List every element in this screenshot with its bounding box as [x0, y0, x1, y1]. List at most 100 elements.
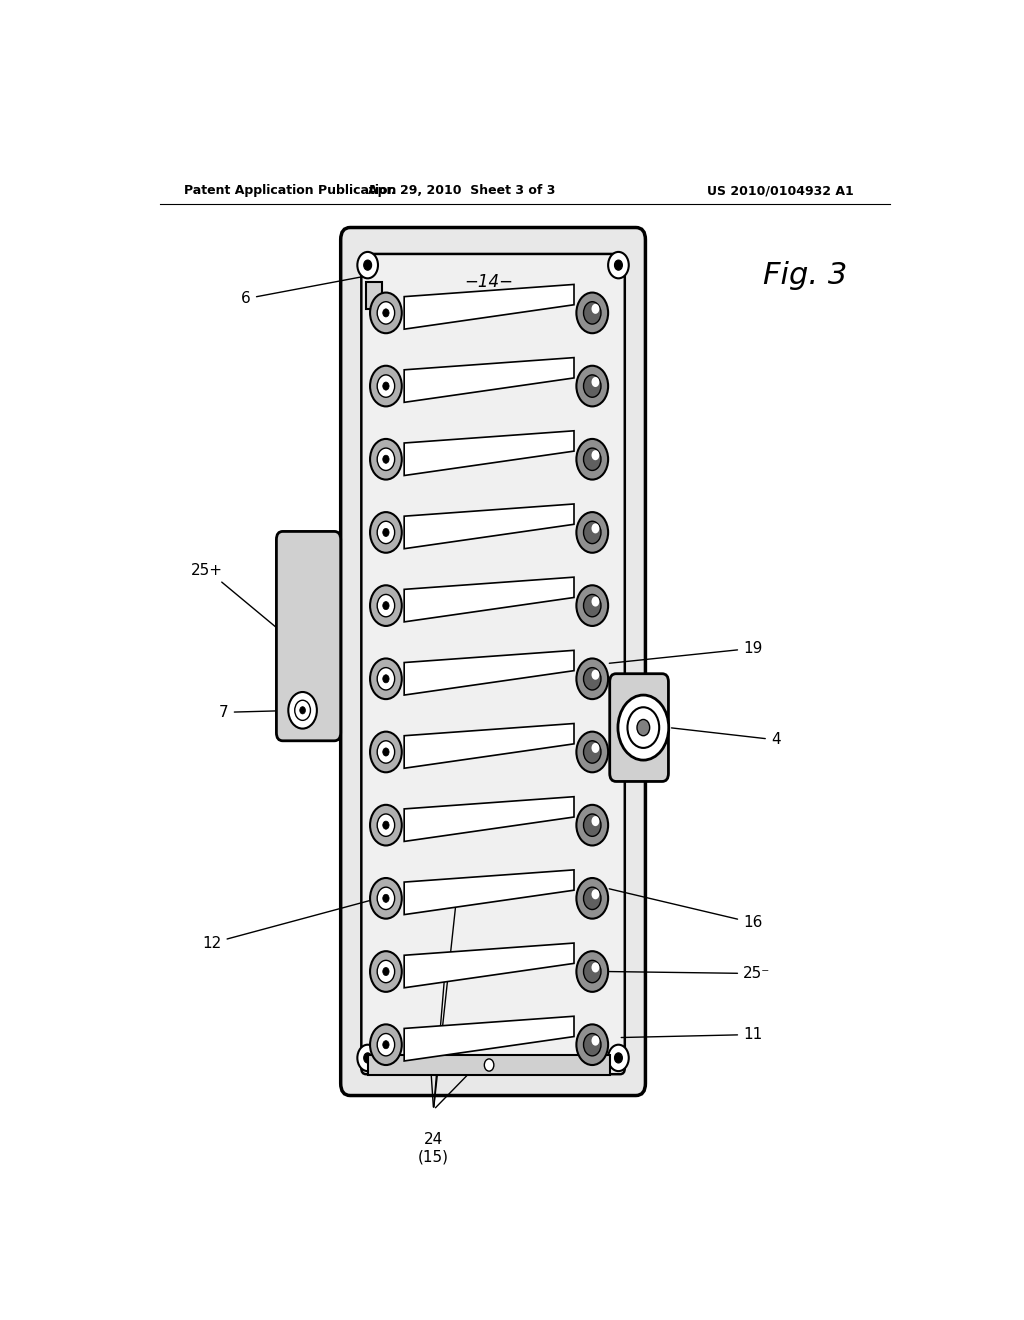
- Circle shape: [608, 1044, 629, 1071]
- Circle shape: [584, 887, 601, 909]
- Polygon shape: [404, 358, 574, 403]
- Circle shape: [383, 821, 389, 829]
- Circle shape: [364, 1053, 372, 1063]
- FancyBboxPatch shape: [341, 227, 645, 1096]
- Circle shape: [592, 304, 599, 314]
- Polygon shape: [367, 282, 382, 309]
- Text: 7: 7: [219, 705, 296, 719]
- Circle shape: [592, 962, 599, 973]
- Polygon shape: [404, 797, 574, 841]
- Polygon shape: [404, 430, 574, 475]
- Circle shape: [383, 381, 389, 391]
- Text: −14−: −14−: [465, 273, 514, 292]
- Circle shape: [370, 440, 401, 479]
- Circle shape: [383, 894, 389, 903]
- Polygon shape: [404, 651, 574, 696]
- Circle shape: [592, 890, 599, 899]
- Circle shape: [383, 675, 389, 682]
- Circle shape: [370, 1024, 401, 1065]
- Circle shape: [577, 366, 608, 407]
- Circle shape: [577, 805, 608, 846]
- Circle shape: [377, 961, 394, 982]
- Circle shape: [614, 260, 623, 271]
- Circle shape: [584, 375, 601, 397]
- Circle shape: [584, 447, 601, 470]
- Circle shape: [370, 805, 401, 846]
- Circle shape: [628, 708, 659, 748]
- Circle shape: [383, 1040, 389, 1049]
- Polygon shape: [404, 942, 574, 987]
- Text: 24
(15): 24 (15): [418, 1133, 450, 1164]
- Circle shape: [617, 696, 669, 760]
- Circle shape: [370, 585, 401, 626]
- Circle shape: [584, 741, 601, 763]
- Text: 25⁻: 25⁻: [609, 966, 770, 981]
- Polygon shape: [404, 870, 574, 915]
- Circle shape: [377, 447, 394, 470]
- Circle shape: [577, 1024, 608, 1065]
- Text: 11: 11: [622, 1027, 762, 1041]
- Circle shape: [592, 378, 599, 387]
- Circle shape: [577, 659, 608, 700]
- Circle shape: [300, 706, 305, 714]
- Circle shape: [584, 302, 601, 325]
- Circle shape: [577, 440, 608, 479]
- Circle shape: [370, 293, 401, 333]
- Circle shape: [357, 252, 378, 279]
- Circle shape: [592, 523, 599, 533]
- Circle shape: [577, 952, 608, 991]
- Circle shape: [377, 594, 394, 616]
- Circle shape: [295, 700, 310, 721]
- Circle shape: [577, 585, 608, 626]
- Circle shape: [592, 669, 599, 680]
- Circle shape: [377, 668, 394, 690]
- Text: 25+: 25+: [191, 562, 285, 635]
- Circle shape: [370, 659, 401, 700]
- Circle shape: [370, 878, 401, 919]
- Circle shape: [289, 692, 316, 729]
- Polygon shape: [369, 1055, 609, 1076]
- Text: Patent Application Publication: Patent Application Publication: [183, 185, 396, 198]
- Circle shape: [370, 952, 401, 991]
- Circle shape: [377, 302, 394, 325]
- Circle shape: [614, 1053, 623, 1063]
- Circle shape: [377, 741, 394, 763]
- Circle shape: [592, 450, 599, 461]
- Circle shape: [370, 512, 401, 553]
- Circle shape: [577, 293, 608, 333]
- Circle shape: [377, 887, 394, 909]
- Text: 6: 6: [242, 276, 368, 306]
- Circle shape: [383, 455, 389, 463]
- Circle shape: [584, 594, 601, 616]
- Circle shape: [383, 748, 389, 756]
- Circle shape: [484, 1059, 494, 1071]
- Circle shape: [592, 743, 599, 752]
- FancyBboxPatch shape: [609, 673, 669, 781]
- Circle shape: [377, 814, 394, 837]
- Circle shape: [577, 731, 608, 772]
- Polygon shape: [404, 1016, 574, 1061]
- Polygon shape: [404, 504, 574, 549]
- Text: 19: 19: [609, 640, 763, 663]
- Circle shape: [592, 597, 599, 607]
- Circle shape: [584, 814, 601, 837]
- Circle shape: [584, 961, 601, 982]
- Circle shape: [370, 731, 401, 772]
- Text: US 2010/0104932 A1: US 2010/0104932 A1: [708, 185, 854, 198]
- Circle shape: [383, 528, 389, 536]
- Polygon shape: [404, 577, 574, 622]
- Polygon shape: [404, 723, 574, 768]
- Circle shape: [383, 309, 389, 317]
- Text: Apr. 29, 2010  Sheet 3 of 3: Apr. 29, 2010 Sheet 3 of 3: [368, 185, 555, 198]
- Circle shape: [592, 816, 599, 826]
- Circle shape: [377, 1034, 394, 1056]
- Circle shape: [357, 1044, 378, 1071]
- Circle shape: [584, 521, 601, 544]
- Circle shape: [577, 512, 608, 553]
- Polygon shape: [404, 284, 574, 329]
- Circle shape: [637, 719, 649, 735]
- Text: 16: 16: [609, 888, 763, 931]
- FancyBboxPatch shape: [276, 532, 341, 741]
- Circle shape: [377, 375, 394, 397]
- Text: 4: 4: [672, 727, 780, 747]
